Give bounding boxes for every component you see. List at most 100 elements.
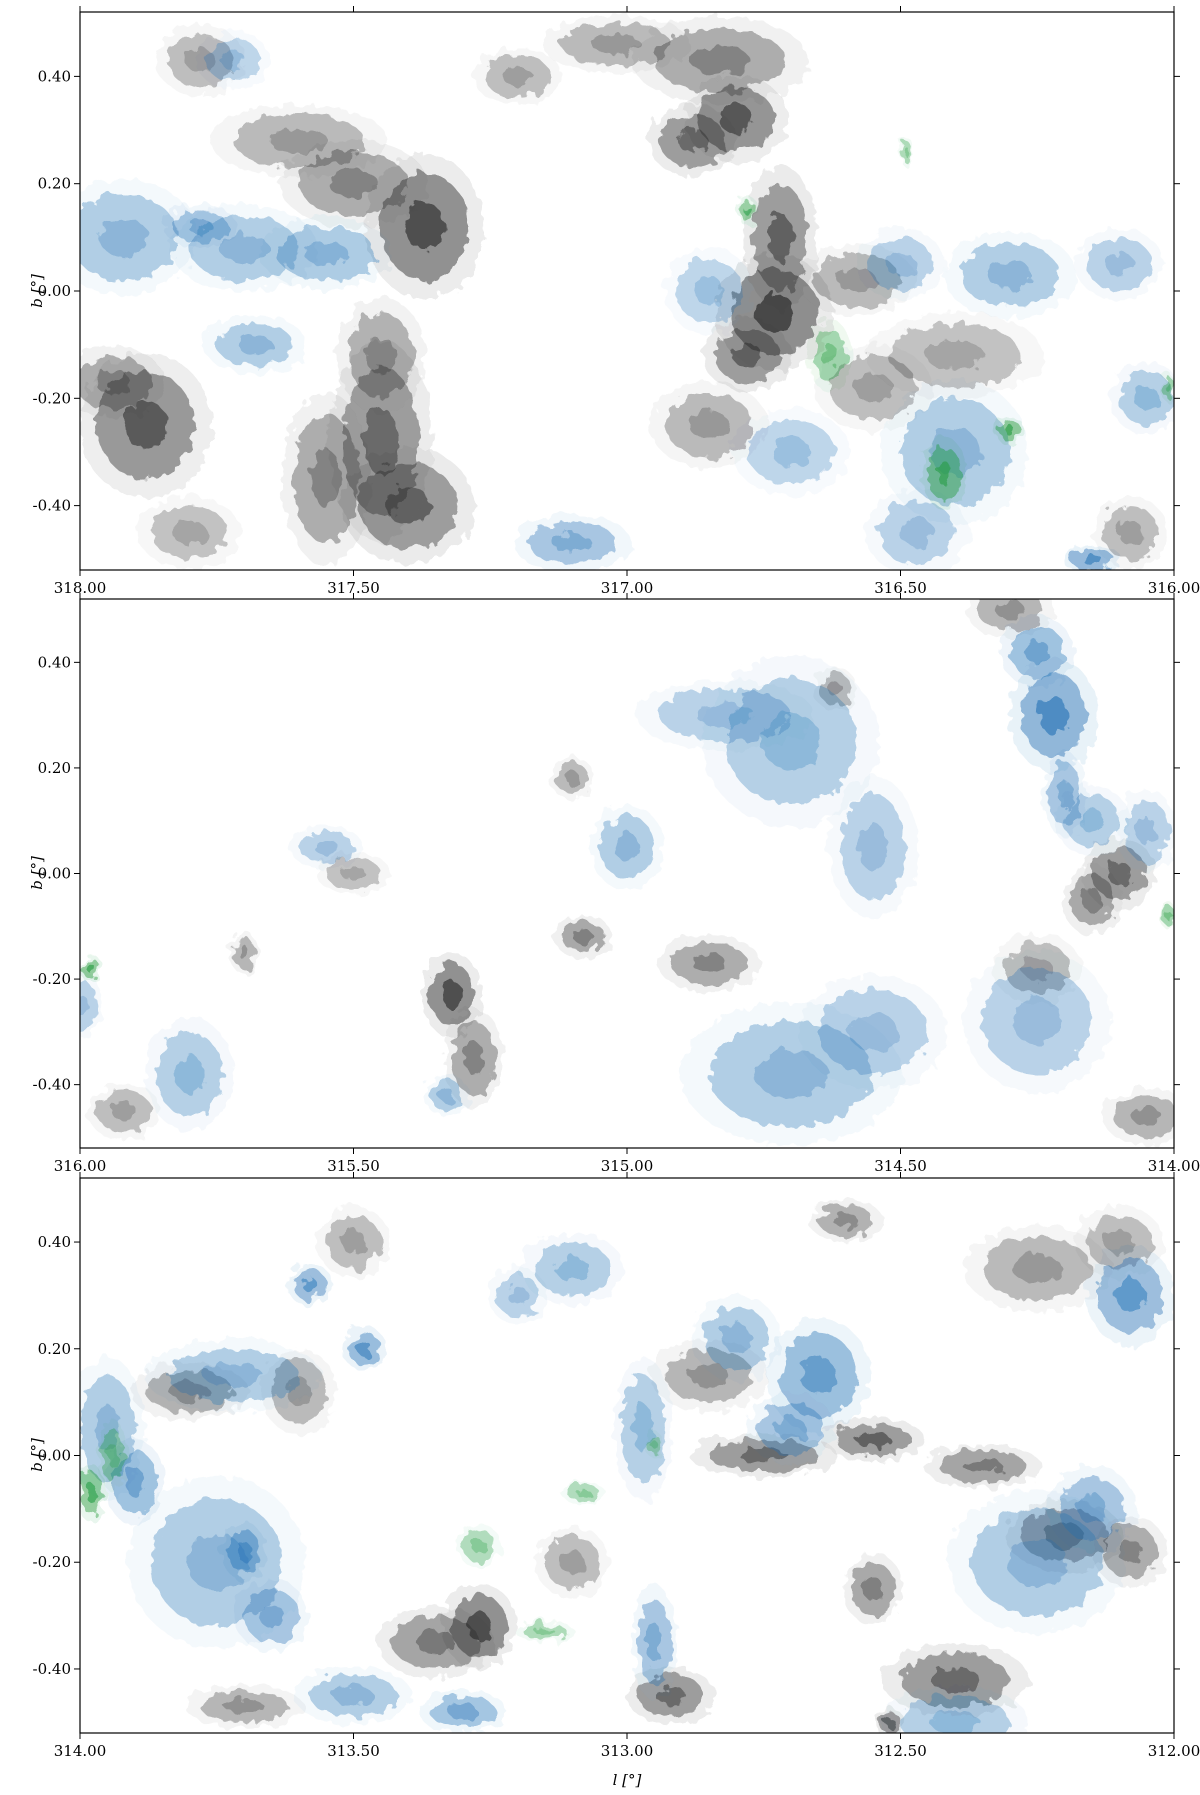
blue-emission-core — [507, 1285, 528, 1306]
axis-ticks-top: 318.00 317.50 317.00 316.50 316.00 0.40 0.20 0.… — [33, 6, 1200, 597]
x-tick-label: 315.50 — [327, 1157, 380, 1175]
green-emission-core — [936, 461, 952, 486]
blue-emission-core — [848, 1012, 898, 1051]
y-tick-label: 0.20 — [38, 1340, 71, 1358]
gray-emission-core — [386, 486, 431, 525]
y-axis-label-middle: b [°] — [28, 856, 46, 890]
blue-emission-core — [1079, 808, 1105, 833]
green-emission-core — [87, 963, 95, 974]
x-tick-label: 318.00 — [54, 579, 107, 597]
blue-emission-core — [614, 832, 640, 862]
gray-emission-core — [1117, 520, 1143, 545]
gray-emission-core — [1082, 888, 1102, 912]
emission-layers — [80, 599, 1174, 1146]
green-emission-core — [86, 1483, 96, 1503]
y-tick-label: -0.40 — [33, 497, 71, 515]
y-axis-label-top: b [°] — [28, 274, 46, 308]
gray-emission-core — [689, 410, 729, 440]
gray-emission-core — [1012, 1254, 1062, 1284]
blue-emission-core — [80, 993, 88, 1018]
blue-emission-core — [1136, 817, 1157, 846]
axis-ticks-middle: 316.00 315.50 315.00 314.50 314.00 0.40 0.20 0.… — [33, 593, 1200, 1175]
gray-emission-core — [502, 66, 533, 87]
x-tick-label: 313.00 — [601, 1742, 654, 1760]
blue-emission-core — [174, 1055, 205, 1094]
green-emission-core — [1166, 910, 1171, 921]
blue-emission-core — [99, 218, 149, 257]
gray-emission-core — [172, 520, 207, 545]
blue-emission-core — [552, 533, 592, 553]
gray-emission-core — [677, 128, 708, 153]
gray-emission-core — [224, 1699, 264, 1714]
gray-emission-core — [559, 1550, 585, 1575]
blue-emission-core — [1038, 696, 1069, 735]
blue-emission-clump — [80, 979, 97, 1032]
y-axis-label-bottom: b [°] — [28, 1438, 46, 1472]
emission-layers — [80, 1199, 1174, 1733]
gray-emission-core — [341, 1230, 366, 1255]
y-tick-label: 0.00 — [38, 1447, 71, 1465]
y-tick-label: 0.40 — [38, 653, 71, 671]
blue-emission-core — [1012, 997, 1062, 1046]
blue-emission-core — [646, 1623, 662, 1662]
y-tick-label: 0.40 — [38, 1233, 71, 1251]
y-tick-label: 0.20 — [38, 175, 71, 193]
gray-emission-core — [1131, 1106, 1162, 1126]
gray-emission-core — [415, 1630, 456, 1655]
green-emission-core — [1166, 382, 1171, 393]
blue-emission-core — [448, 1704, 478, 1719]
x-axis-label: l [°] — [613, 1771, 642, 1789]
x-tick-label: 316.50 — [874, 579, 927, 597]
gray-emission-core — [855, 1432, 891, 1447]
gray-emission-core — [341, 866, 366, 881]
green-emission-core — [535, 1628, 555, 1636]
gray-emission-core — [311, 449, 341, 508]
blue-emission-core — [1077, 1494, 1107, 1524]
gray-emission-core — [111, 1101, 137, 1121]
blue-emission-core — [1007, 1538, 1067, 1587]
x-tick-label: 316.00 — [54, 1157, 107, 1175]
y-tick-label: -0.40 — [33, 1076, 71, 1094]
x-tick-label: 313.50 — [327, 1742, 380, 1760]
y-tick-label: 0.20 — [38, 759, 71, 777]
blue-emission-core — [219, 233, 269, 263]
gray-emission-core — [328, 169, 379, 199]
blue-emission-core — [1115, 1278, 1146, 1313]
blue-emission-core — [259, 1603, 284, 1628]
y-tick-label: -0.20 — [33, 970, 71, 988]
emission-map-top — [80, 15, 1174, 570]
x-tick-label: 317.50 — [327, 579, 380, 597]
gray-emission-core — [690, 45, 750, 75]
blue-emission-core — [754, 1050, 829, 1098]
blue-emission-core — [1104, 252, 1135, 277]
gray-emission-core — [366, 336, 396, 375]
blue-emission-core — [203, 1363, 263, 1388]
x-tick-label: 312.00 — [1148, 1742, 1200, 1760]
blue-emission-core — [302, 1277, 318, 1292]
blue-emission-core — [899, 517, 935, 547]
gray-emission-core — [573, 929, 594, 944]
green-emission-core — [107, 1443, 118, 1468]
x-tick-label: 314.00 — [1148, 1157, 1200, 1175]
green-emission-core — [903, 146, 909, 157]
gray-emission-core — [853, 373, 893, 403]
blue-emission-core — [1134, 386, 1159, 411]
blue-emission-core — [694, 276, 724, 306]
gray-emission-core — [564, 771, 580, 786]
blue-emission-core — [987, 260, 1033, 290]
blue-emission-core — [555, 1256, 590, 1281]
blue-emission-core — [236, 1541, 252, 1562]
blue-emission-core — [1082, 554, 1102, 565]
blue-emission-core — [439, 1088, 454, 1103]
emission-map-middle — [80, 599, 1174, 1146]
gray-emission-core — [269, 128, 329, 153]
gray-emission-core — [995, 600, 1025, 620]
y-tick-label: -0.40 — [33, 1660, 71, 1678]
gray-emission-core — [863, 1576, 883, 1601]
gray-emission-core — [591, 34, 641, 54]
gray-emission-core — [833, 1213, 859, 1228]
gray-emission-core — [962, 1458, 1003, 1474]
x-tick-label: 315.00 — [601, 1157, 654, 1175]
y-tick-label: -0.20 — [33, 1553, 71, 1571]
x-tick-label: 317.00 — [601, 579, 654, 597]
